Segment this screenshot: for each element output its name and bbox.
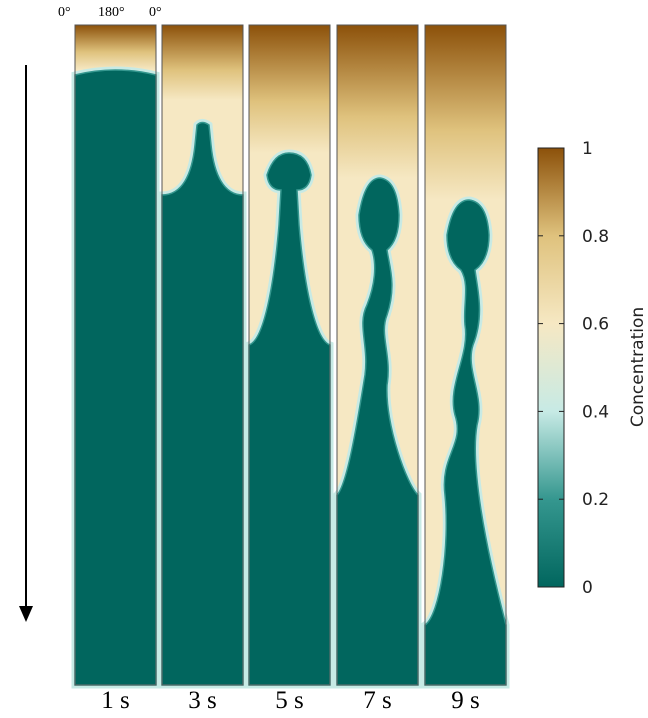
angle-label: 0° [58,5,71,20]
colorbar-tick-label: 0.6 [582,315,609,335]
plume [162,123,243,686]
angle-label: 180° [98,5,125,20]
plume [75,70,156,685]
angle-label: 0° [149,5,162,20]
colorbar-fill [538,148,564,587]
page: 0° 180° 0° 00.20.40.60.81 Concentration … [0,0,648,718]
panel-label: 7 s [363,687,391,714]
panel [75,25,156,685]
colorbar-tick-label: 0.2 [582,490,609,510]
panel [249,25,330,685]
panel [337,25,418,685]
panel [162,25,243,685]
figure: 0° 180° 0° 00.20.40.60.81 Concentration … [0,0,648,718]
colorbar-tick-label: 0.8 [582,227,609,247]
colorbar-tick-label: 0 [582,578,593,598]
panel [425,25,506,685]
panel-label: 1 s [101,687,129,714]
panel-label: 9 s [451,687,479,714]
colorbar-label: Concentration [628,307,648,427]
colorbar-tick-label: 0.4 [582,402,609,422]
panels [75,25,506,685]
arrow-head [19,606,33,622]
colorbar-tick-label: 1 [582,139,593,159]
panel-label: 3 s [188,687,216,714]
panel-label: 5 s [275,687,303,714]
colorbar: 0 0.2 0.4 0.6 0.8 1 [538,139,609,598]
